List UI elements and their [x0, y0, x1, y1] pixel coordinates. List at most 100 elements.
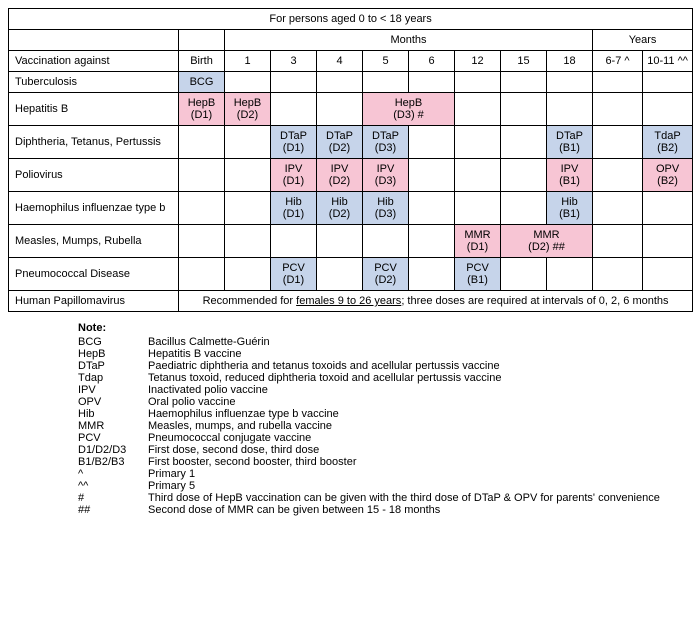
note-def: Pneumococcal conjugate vaccine	[148, 432, 311, 444]
note-row: DTaPPaediatric diphtheria and tetanus to…	[78, 360, 692, 372]
blank-header-birth	[179, 30, 225, 51]
note-abbr: MMR	[78, 420, 148, 432]
title-row: For persons aged 0 to < 18 years	[9, 9, 693, 30]
note-def: Primary 5	[148, 480, 195, 492]
row-label: Hepatitis B	[9, 93, 179, 126]
cell-hib-d2: Hib(D2)	[317, 192, 363, 225]
note-def: Inactivated polio vaccine	[148, 384, 268, 396]
row-label: Haemophilus influenzae type b	[9, 192, 179, 225]
row-label: Measles, Mumps, Rubella	[9, 225, 179, 258]
note-abbr: HepB	[78, 348, 148, 360]
blank-header	[9, 30, 179, 51]
notes-section: Note: BCGBacillus Calmette-GuérinHepBHep…	[78, 322, 692, 516]
cell-dtap-d2: DTaP(D2)	[317, 126, 363, 159]
note-abbr: BCG	[78, 336, 148, 348]
note-abbr: DTaP	[78, 360, 148, 372]
years-header: Years	[593, 30, 693, 51]
row-label: Human Papillomavirus	[9, 291, 179, 312]
row-hib: Haemophilus influenzae type b Hib(D1) Hi…	[9, 192, 693, 225]
note-row: HepBHepatitis B vaccine	[78, 348, 692, 360]
cell-ipv-d3: IPV(D3)	[363, 159, 409, 192]
vaccination-against-header: Vaccination against	[9, 51, 179, 72]
row-dtap: Diphtheria, Tetanus, Pertussis DTaP(D1) …	[9, 126, 693, 159]
cell-mmr-d1: MMR(D1)	[455, 225, 501, 258]
note-row: #Third dose of HepB vaccination can be g…	[78, 492, 692, 504]
note-row: BCGBacillus Calmette-Guérin	[78, 336, 692, 348]
note-row: MMRMeasles, mumps, and rubella vaccine	[78, 420, 692, 432]
note-def: Oral polio vaccine	[148, 396, 235, 408]
col-m18: 18	[547, 51, 593, 72]
note-row: ^^Primary 5	[78, 480, 692, 492]
note-def: Tetanus toxoid, reduced diphtheria toxoi…	[148, 372, 501, 384]
col-m6: 6	[409, 51, 455, 72]
cell-mmr-d2: MMR(D2) ##	[501, 225, 593, 258]
note-def: Hepatitis B vaccine	[148, 348, 242, 360]
note-row: B1/B2/B3First booster, second booster, t…	[78, 456, 692, 468]
notes-list: BCGBacillus Calmette-GuérinHepBHepatitis…	[78, 336, 692, 516]
row-label: Poliovirus	[9, 159, 179, 192]
cell-hib-d1: Hib(D1)	[271, 192, 317, 225]
note-row: OPVOral polio vaccine	[78, 396, 692, 408]
cell-ipv-d2: IPV(D2)	[317, 159, 363, 192]
row-label: Tuberculosis	[9, 72, 179, 93]
cell-ipv-b1: IPV(B1)	[547, 159, 593, 192]
table-title: For persons aged 0 to < 18 years	[9, 9, 693, 30]
cell-pcv-d1: PCV(D1)	[271, 258, 317, 291]
note-abbr: ##	[78, 504, 148, 516]
note-row: ^Primary 1	[78, 468, 692, 480]
note-abbr: B1/B2/B3	[78, 456, 148, 468]
col-m12: 12	[455, 51, 501, 72]
column-header-row: Vaccination against Birth 1 3 4 5 6 12 1…	[9, 51, 693, 72]
hpv-text: Recommended for females 9 to 26 years; t…	[179, 291, 693, 312]
col-m5: 5	[363, 51, 409, 72]
note-row: PCVPneumococcal conjugate vaccine	[78, 432, 692, 444]
note-row: TdapTetanus toxoid, reduced diphtheria t…	[78, 372, 692, 384]
note-abbr: D1/D2/D3	[78, 444, 148, 456]
cell-dtap-b1: DTaP(B1)	[547, 126, 593, 159]
cell-hib-d3: Hib(D3)	[363, 192, 409, 225]
note-abbr: #	[78, 492, 148, 504]
note-def: Bacillus Calmette-Guérin	[148, 336, 270, 348]
col-m3: 3	[271, 51, 317, 72]
row-label: Pneumococcal Disease	[9, 258, 179, 291]
row-pcv: Pneumococcal Disease PCV(D1) PCV(D2) PCV…	[9, 258, 693, 291]
col-m1: 1	[225, 51, 271, 72]
cell-tdap-b2: TdaP(B2)	[643, 126, 693, 159]
note-abbr: OPV	[78, 396, 148, 408]
note-def: Third dose of HepB vaccination can be gi…	[148, 492, 660, 504]
cell-dtap-d3: DTaP(D3)	[363, 126, 409, 159]
note-abbr: Hib	[78, 408, 148, 420]
col-m4: 4	[317, 51, 363, 72]
row-mmr: Measles, Mumps, Rubella MMR(D1) MMR(D2) …	[9, 225, 693, 258]
cell-hib-b1: Hib(B1)	[547, 192, 593, 225]
note-def: Second dose of MMR can be given between …	[148, 504, 440, 516]
cell-hepb-d1: HepB(D1)	[179, 93, 225, 126]
note-def: Primary 1	[148, 468, 195, 480]
note-abbr: PCV	[78, 432, 148, 444]
note-def: First dose, second dose, third dose	[148, 444, 319, 456]
note-abbr: IPV	[78, 384, 148, 396]
cell-pcv-d2: PCV(D2)	[363, 258, 409, 291]
note-row: HibHaemophilus influenzae type b vaccine	[78, 408, 692, 420]
col-y10-11: 10-11 ^^	[643, 51, 693, 72]
group-header-row: Months Years	[9, 30, 693, 51]
cell-dtap-d1: DTaP(D1)	[271, 126, 317, 159]
note-def: Measles, mumps, and rubella vaccine	[148, 420, 332, 432]
note-row: D1/D2/D3First dose, second dose, third d…	[78, 444, 692, 456]
note-abbr: ^	[78, 468, 148, 480]
row-label: Diphtheria, Tetanus, Pertussis	[9, 126, 179, 159]
note-row: ##Second dose of MMR can be given betwee…	[78, 504, 692, 516]
col-y6-7: 6-7 ^	[593, 51, 643, 72]
notes-title: Note:	[78, 322, 692, 334]
note-row: IPVInactivated polio vaccine	[78, 384, 692, 396]
note-def: First booster, second booster, third boo…	[148, 456, 357, 468]
vaccination-schedule-table: For persons aged 0 to < 18 years Months …	[8, 8, 693, 312]
cell-opv-b2: OPV(B2)	[643, 159, 693, 192]
note-def: Haemophilus influenzae type b vaccine	[148, 408, 339, 420]
note-abbr: Tdap	[78, 372, 148, 384]
row-hpv: Human Papillomavirus Recommended for fem…	[9, 291, 693, 312]
col-m15: 15	[501, 51, 547, 72]
row-tuberculosis: Tuberculosis BCG	[9, 72, 693, 93]
row-hepatitis-b: Hepatitis B HepB(D1) HepB(D2) HepB(D3) #	[9, 93, 693, 126]
cell-pcv-b1: PCV(B1)	[455, 258, 501, 291]
